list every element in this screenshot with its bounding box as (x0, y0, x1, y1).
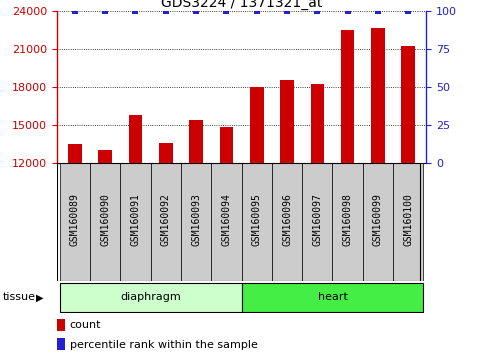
Bar (60, 283, 242, 312)
Bar (120, 163, 151, 281)
Text: count: count (70, 320, 101, 330)
Bar (129, 115, 142, 315)
Point (283, 8, 291, 13)
Text: GSM160094: GSM160094 (221, 193, 231, 246)
Bar (332, 163, 363, 281)
Bar (159, 143, 173, 315)
Text: GSM160096: GSM160096 (282, 193, 292, 246)
Bar (250, 87, 264, 315)
Bar (151, 163, 181, 281)
Bar (371, 28, 385, 315)
Bar (57, 338, 65, 350)
Text: GSM160089: GSM160089 (70, 193, 80, 246)
Bar (242, 283, 423, 312)
Bar (68, 144, 82, 315)
Point (344, 8, 352, 13)
Bar (242, 163, 272, 281)
Point (314, 8, 321, 13)
Bar (280, 80, 294, 315)
Bar (341, 30, 354, 315)
Text: heart: heart (317, 292, 348, 302)
Point (253, 8, 261, 13)
Point (101, 8, 109, 13)
Text: percentile rank within the sample: percentile rank within the sample (70, 339, 257, 350)
Point (162, 8, 170, 13)
Bar (363, 163, 393, 281)
Bar (211, 163, 242, 281)
Point (132, 8, 140, 13)
Text: tissue: tissue (2, 292, 35, 302)
Bar (311, 84, 324, 315)
Point (192, 8, 200, 13)
Bar (272, 163, 302, 281)
Point (71, 8, 79, 13)
Text: GSM160095: GSM160095 (252, 193, 262, 246)
Text: GSM160098: GSM160098 (343, 193, 352, 246)
Text: GSM160100: GSM160100 (403, 193, 413, 246)
Bar (302, 163, 332, 281)
Text: GSM160099: GSM160099 (373, 193, 383, 246)
Text: ▶: ▶ (36, 292, 43, 302)
Point (222, 8, 230, 13)
Text: GSM160091: GSM160091 (131, 193, 141, 246)
Text: GSM160092: GSM160092 (161, 193, 171, 246)
Bar (99, 150, 112, 315)
Bar (401, 46, 415, 315)
Bar (60, 163, 90, 281)
Text: GSM160093: GSM160093 (191, 193, 201, 246)
Point (404, 8, 412, 13)
Bar (181, 163, 211, 281)
Bar (90, 163, 120, 281)
Bar (57, 319, 65, 331)
Point (374, 8, 382, 13)
Text: diaphragm: diaphragm (120, 292, 181, 302)
Text: GSM160090: GSM160090 (100, 193, 110, 246)
Text: GSM160097: GSM160097 (313, 193, 322, 246)
Bar (393, 163, 423, 281)
Bar (189, 120, 203, 315)
Bar (219, 127, 233, 315)
Title: GDS3224 / 1371321_at: GDS3224 / 1371321_at (161, 0, 322, 10)
